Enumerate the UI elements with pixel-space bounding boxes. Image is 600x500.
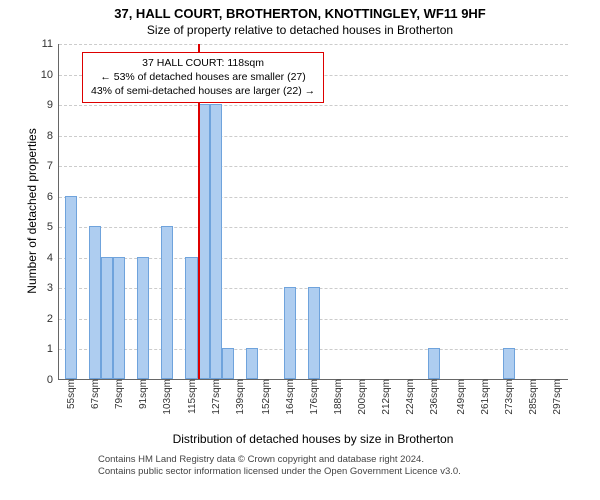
- x-tick-label: 152sqm: [261, 379, 272, 421]
- info-box: 37 HALL COURT: 118sqm ← 53% of detached …: [82, 52, 324, 103]
- bar: [113, 257, 125, 379]
- bar: [246, 348, 258, 379]
- x-tick-label: 139sqm: [235, 379, 246, 421]
- x-tick-label: 67sqm: [90, 379, 101, 415]
- info-box-line1: 37 HALL COURT: 118sqm: [91, 56, 315, 70]
- grid-line: [59, 136, 568, 137]
- x-tick-label: 200sqm: [357, 379, 368, 421]
- y-tick-label: 4: [47, 252, 59, 264]
- y-tick-label: 2: [47, 313, 59, 325]
- footer-text: Contains HM Land Registry data © Crown c…: [98, 454, 461, 479]
- x-tick-label: 79sqm: [114, 379, 125, 415]
- bar: [185, 257, 197, 379]
- chart-title: 37, HALL COURT, BROTHERTON, KNOTTINGLEY,…: [0, 0, 600, 21]
- grid-line: [59, 258, 568, 259]
- y-tick-label: 7: [47, 160, 59, 172]
- footer-line1: Contains HM Land Registry data © Crown c…: [98, 454, 461, 466]
- y-tick-label: 0: [47, 374, 59, 386]
- grid-line: [59, 197, 568, 198]
- grid-line: [59, 105, 568, 106]
- x-tick-label: 103sqm: [162, 379, 173, 421]
- info-box-line3: 43% of semi-detached houses are larger (…: [91, 84, 315, 98]
- x-tick-label: 127sqm: [211, 379, 222, 421]
- grid-line: [59, 227, 568, 228]
- x-tick-label: 55sqm: [66, 379, 77, 415]
- info-box-line2: ← 53% of detached houses are smaller (27…: [91, 70, 315, 84]
- x-tick-label: 212sqm: [381, 379, 392, 421]
- grid-line: [59, 166, 568, 167]
- y-tick-label: 11: [42, 38, 59, 50]
- y-axis-title: Number of detached properties: [25, 121, 39, 301]
- bar: [210, 104, 222, 379]
- y-tick-label: 1: [47, 343, 59, 355]
- x-tick-label: 236sqm: [429, 379, 440, 421]
- x-tick-label: 273sqm: [504, 379, 515, 421]
- x-tick-label: 224sqm: [405, 379, 416, 421]
- bar: [308, 287, 320, 379]
- x-tick-label: 176sqm: [309, 379, 320, 421]
- x-tick-label: 249sqm: [456, 379, 467, 421]
- bar: [222, 348, 234, 379]
- bar: [503, 348, 515, 379]
- bar: [101, 257, 113, 379]
- bar: [137, 257, 149, 379]
- x-tick-label: 285sqm: [528, 379, 539, 421]
- bar: [65, 196, 77, 379]
- bar: [161, 226, 173, 379]
- y-tick-label: 9: [47, 99, 59, 111]
- x-tick-label: 261sqm: [480, 379, 491, 421]
- y-tick-label: 10: [41, 69, 59, 81]
- x-tick-label: 91sqm: [138, 379, 149, 415]
- bar: [284, 287, 296, 379]
- x-tick-label: 115sqm: [187, 379, 198, 420]
- x-tick-label: 297sqm: [552, 379, 563, 421]
- y-tick-label: 6: [47, 191, 59, 203]
- y-tick-label: 5: [47, 221, 59, 233]
- footer-line2: Contains public sector information licen…: [98, 466, 461, 478]
- y-tick-label: 8: [47, 130, 59, 142]
- bar: [428, 348, 440, 379]
- x-axis-title: Distribution of detached houses by size …: [58, 432, 568, 446]
- x-tick-label: 164sqm: [285, 379, 296, 421]
- bar: [89, 226, 101, 379]
- grid-line: [59, 44, 568, 45]
- y-tick-label: 3: [47, 282, 59, 294]
- chart-subtitle: Size of property relative to detached ho…: [0, 21, 600, 37]
- x-tick-label: 188sqm: [333, 379, 344, 421]
